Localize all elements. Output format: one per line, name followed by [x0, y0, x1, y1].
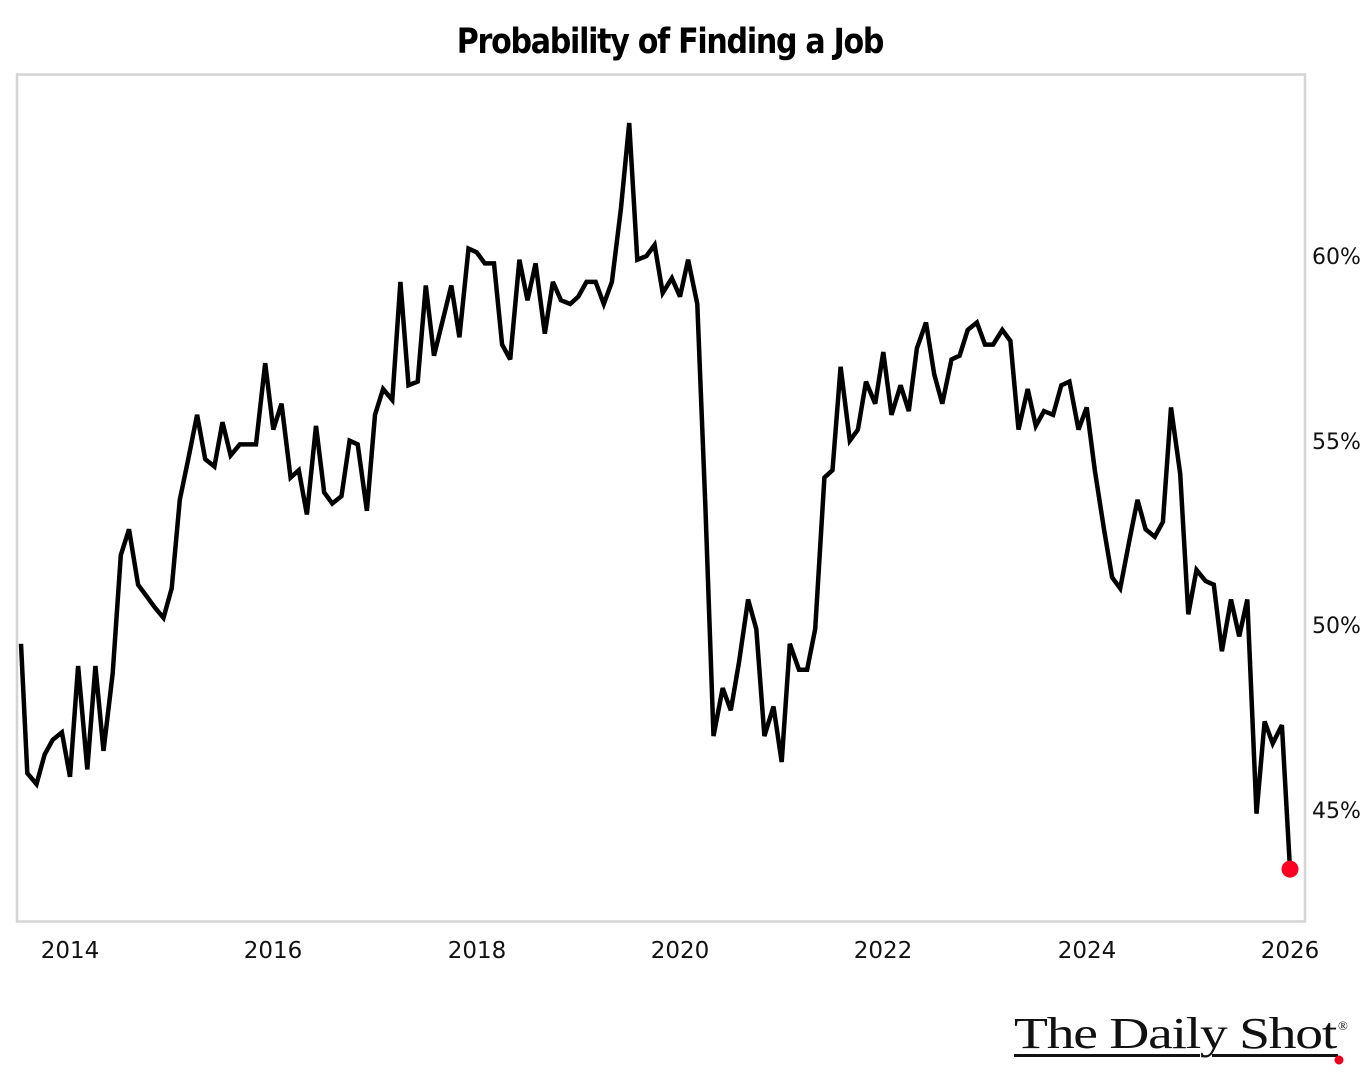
x-axis: 2014 2016 2018 2020 2022 2024 2026 — [41, 938, 1320, 964]
y-axis: 60% 55% 50% 45% — [1312, 245, 1361, 824]
y-tick-label: 60% — [1312, 245, 1361, 270]
x-tick-label: 2022 — [854, 938, 913, 964]
x-tick-label: 2026 — [1261, 938, 1320, 964]
y-tick-label: 50% — [1312, 614, 1361, 639]
brand-name: The Daily Shot — [1014, 1009, 1337, 1058]
y-tick-label: 45% — [1312, 799, 1361, 824]
x-tick-label: 2016 — [244, 938, 303, 964]
brand-underline — [1014, 1054, 1200, 1057]
series-line — [18, 122, 1293, 870]
x-tick-label: 2024 — [1058, 938, 1117, 964]
brand-red-dot — [1334, 1055, 1344, 1065]
x-tick-label: 2020 — [651, 938, 710, 964]
chart-title: Probability of Finding a Job — [456, 22, 885, 62]
registered-mark: ® — [1338, 1018, 1348, 1033]
latest-value-marker — [1281, 860, 1299, 878]
x-tick-label: 2014 — [41, 938, 100, 964]
the-daily-shot-logo: The Daily Shot ® — [1014, 1009, 1348, 1065]
line-chart: 60% 55% 50% 45% 2014 2016 2018 2020 2022… — [15, 73, 1361, 964]
y-tick-label: 55% — [1312, 430, 1361, 455]
brand-underline — [1212, 1054, 1338, 1057]
x-tick-label: 2018 — [448, 938, 507, 964]
plot-frame — [15, 73, 1307, 923]
